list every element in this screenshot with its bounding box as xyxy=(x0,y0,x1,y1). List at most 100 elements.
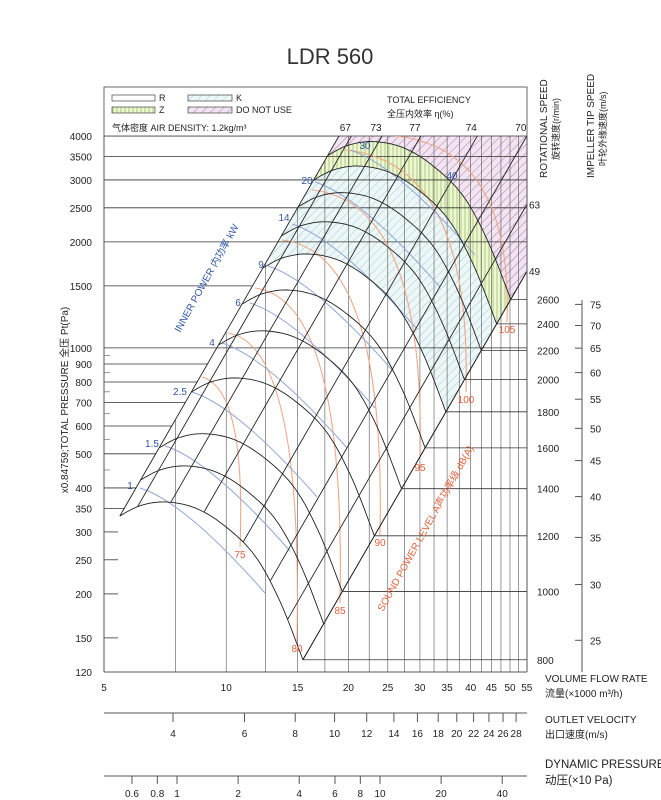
dynamic-pressure-tick-label: 10 xyxy=(374,789,386,800)
x-tick-label: 5 xyxy=(101,683,107,694)
y-tick-label: 900 xyxy=(75,360,92,371)
sound-power-curve xyxy=(201,376,242,548)
x-tick-label: 20 xyxy=(343,683,355,694)
speed-tick-label: 2000 xyxy=(537,376,560,387)
dynamic-pressure-tick-label: 8 xyxy=(358,789,364,800)
sound-power-label: 85 xyxy=(334,606,346,617)
fan-curve-1400-rpm xyxy=(218,330,403,489)
inner-power-curve xyxy=(191,391,318,498)
outlet-velocity-tick-label: 16 xyxy=(412,729,424,740)
dynamic-pressure-tick-label: 6 xyxy=(332,789,338,800)
inner-power-label: 1 xyxy=(127,481,133,492)
y-tick-label: 3500 xyxy=(70,152,93,163)
sound-power-label: 80 xyxy=(291,644,303,655)
sound-power-curve xyxy=(311,189,421,461)
outlet-velocity-tick-label: 24 xyxy=(483,729,495,740)
efficiency-line xyxy=(203,136,422,513)
tip-speed-tick-label: 70 xyxy=(590,321,602,332)
efficiency-label: 74 xyxy=(466,123,478,134)
dynamic-pressure-tick-label: 4 xyxy=(296,789,302,800)
y-tick-label: 600 xyxy=(75,422,92,433)
x-axis-title-cn: 流量(×1000 m³/h) xyxy=(545,687,623,700)
outlet-velocity-tick-label: 28 xyxy=(511,729,523,740)
tip-speed-tick-label: 50 xyxy=(590,424,602,435)
sound-power-label: 75 xyxy=(234,550,246,561)
tip-speed-tick-label: 65 xyxy=(590,344,602,355)
dynamic-pressure-title-cn: 动压(×10 Pa) xyxy=(545,774,613,787)
plot-content xyxy=(104,136,527,672)
outlet-velocity-tick-label: 22 xyxy=(468,729,480,740)
inner-power-label: 6 xyxy=(235,298,241,309)
outlet-velocity-title: OUTLET VELOCITY xyxy=(545,715,637,726)
tip-speed-tick-label: 45 xyxy=(590,457,602,468)
sound-power-label: 90 xyxy=(374,538,386,549)
inner-power-curve xyxy=(139,487,266,594)
speed-tick-label: 1200 xyxy=(537,532,560,543)
efficiency-title: TOTAL EFFICIENCY xyxy=(387,95,471,105)
speed-tick-label: 1400 xyxy=(537,485,560,496)
legend: R Z K DO NOT USE 气体密度 AIR DENSITY: 1.2kg… xyxy=(103,86,528,137)
x-axis-title: VOLUME FLOW RATE xyxy=(545,674,648,685)
sound-power-curve xyxy=(394,136,508,323)
legend-swatch-r xyxy=(111,94,156,102)
speed-tick-label: 2200 xyxy=(537,346,560,357)
y-tick-label: 1000 xyxy=(70,344,93,355)
inner-power-curve xyxy=(349,149,476,256)
tip-speed-tick-label: 55 xyxy=(590,395,602,406)
efficiency-label: 67 xyxy=(340,123,352,134)
efficiency-label: 63 xyxy=(529,200,541,211)
dynamic-pressure-tick-label: 20 xyxy=(436,789,448,800)
legend-label-k: K xyxy=(236,93,242,103)
fan-curve-1600-rpm xyxy=(241,289,426,448)
efficiency-line xyxy=(287,203,527,620)
region-do-not-use xyxy=(327,136,527,300)
inner-power-curve xyxy=(164,445,291,552)
inner-power-curve xyxy=(221,342,348,449)
plot-area: 75 80 85 90 95 100 105 1 1.5 2.5 4 6 9 14 20 30 40 67 73 77… xyxy=(104,123,541,672)
x-tick-label: 35 xyxy=(442,683,454,694)
y-tick-label: 300 xyxy=(75,528,92,539)
y-tick-label: 1500 xyxy=(70,282,93,293)
outlet-velocity-tick-label: 10 xyxy=(329,729,341,740)
outlet-velocity-tick-label: 14 xyxy=(388,729,400,740)
efficiency-line xyxy=(170,136,383,503)
tip-speed-tick-label: 35 xyxy=(590,533,602,544)
inner-power-label: 30 xyxy=(359,141,371,152)
fan-curve-1200-rpm xyxy=(191,377,375,536)
x-tick-label: 45 xyxy=(486,683,498,694)
fan-curve-900-rpm xyxy=(140,465,325,624)
inner-power-label: 1.5 xyxy=(145,439,159,450)
region-k xyxy=(262,166,497,412)
y-tick-label: 500 xyxy=(75,450,92,461)
x-tick-label: 55 xyxy=(521,683,533,694)
inner-power-label: 9 xyxy=(258,260,264,271)
speed-tick-label: 2600 xyxy=(537,295,560,306)
speed-tick-label: 1600 xyxy=(537,444,560,455)
speed-tick-label: 1800 xyxy=(537,408,560,419)
inner-power-title: INNER POWER 内功率 kW xyxy=(171,221,242,334)
y-tick-label: 800 xyxy=(75,378,92,389)
speed-tick-label: 800 xyxy=(537,656,554,667)
y-tick-label: 4000 xyxy=(70,132,93,143)
outlet-velocity-tick-label: 26 xyxy=(497,729,509,740)
dynamic-pressure-tick-label: 40 xyxy=(497,789,509,800)
sound-power-curve xyxy=(254,287,341,604)
speed-axis-title: ROTATIONAL SPEED xyxy=(539,79,550,178)
dynamic-pressure-tick-label: 1 xyxy=(174,789,180,800)
legend-label-do-not-use: DO NOT USE xyxy=(236,105,292,115)
outlet-velocity-tick-label: 18 xyxy=(433,729,445,740)
legend-swatch-k xyxy=(187,94,233,102)
sound-power-curve xyxy=(344,149,467,393)
y-axis-title: x0.84759;TOTAL PRESSURE 全压 Pt(Pa) xyxy=(58,307,71,494)
sound-power-label: 105 xyxy=(499,325,516,336)
y-tick-label: 2500 xyxy=(70,204,93,215)
outlet-velocity-tick-label: 8 xyxy=(292,729,298,740)
axes: 4000350030002500200015001000900800700600… xyxy=(70,132,602,800)
x-tick-label: 15 xyxy=(292,683,304,694)
air-density-label: 气体密度 AIR DENSITY: 1.2kg/m³ xyxy=(112,122,247,133)
left-boundary-line xyxy=(119,136,340,517)
sound-power-curve xyxy=(281,239,381,536)
x-tick-label: 30 xyxy=(414,683,426,694)
inner-power-label: 20 xyxy=(301,176,313,187)
